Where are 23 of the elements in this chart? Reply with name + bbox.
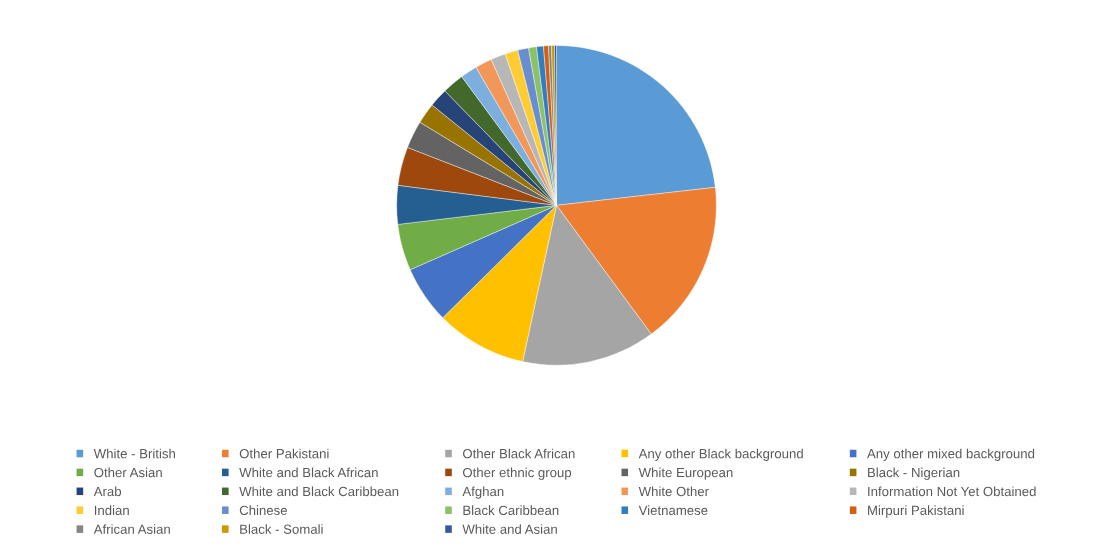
legend-label: Black - Somali [240,524,323,534]
legend-label: Black Caribbean [463,505,559,516]
legend-label: Vietnamese [638,505,708,516]
legend-label: Chinese [239,505,287,516]
legend-label: Black - Nigerian [868,467,960,480]
legend-label: Other Asian [94,467,162,478]
legend-label: Any other mixed background [867,448,1035,461]
legend-label: White and Black African [239,467,378,478]
legend-label: White Other [638,486,709,497]
legend-label: African Asian [93,524,170,534]
legend-label: Other Pakistani [239,448,329,459]
legend-label: Information Not Yet Obtained [868,486,1036,497]
legend-label: White and Asian [462,524,557,534]
legend-label: Afghan [462,486,504,499]
legend-label: Indian [94,505,129,516]
legend-label: White and Black Caribbean [239,486,399,497]
legend-label: Any other Black background [638,448,803,461]
legend-label: Arab [93,486,122,497]
legend-label: White - British [93,448,175,459]
legend-label: White European [638,467,733,480]
legend-label: Other ethnic group [463,467,572,480]
legend-label: Other Black African [463,448,575,459]
legend-label: Mirpuri Pakistani [868,505,964,518]
